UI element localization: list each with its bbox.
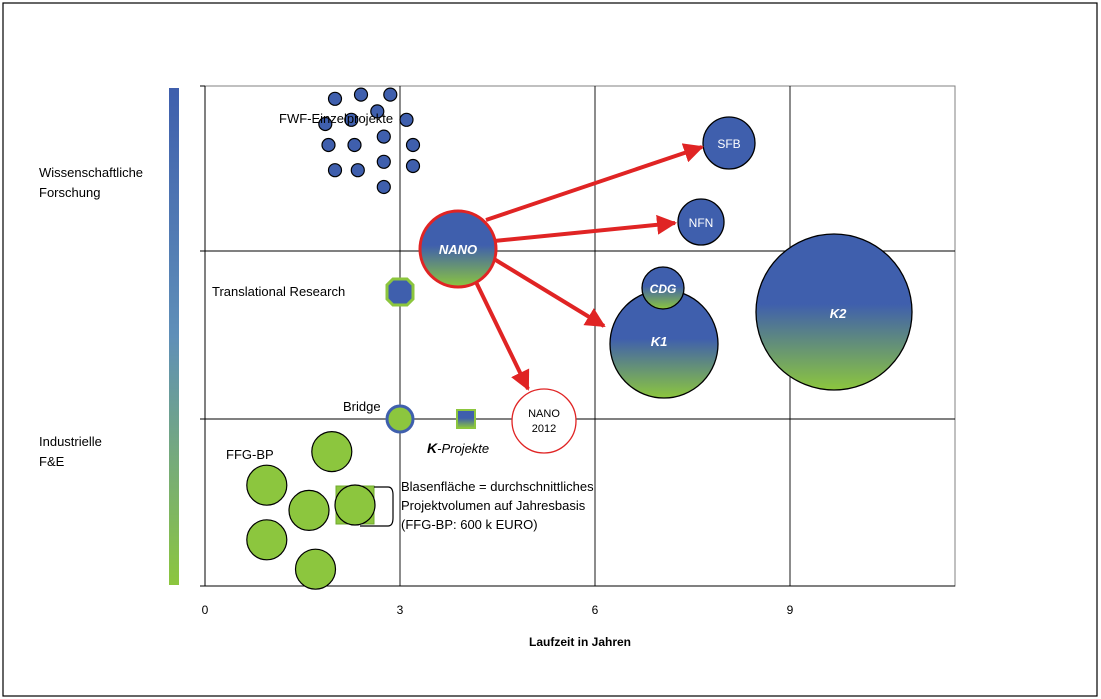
- fwf-bubble-9: [376, 129, 391, 144]
- fwf-bubble-0: [327, 91, 343, 106]
- arrow-nano-sfb: [485, 143, 704, 222]
- fwf-bubble-1: [353, 87, 369, 102]
- fwf-bubble-5: [370, 104, 385, 119]
- ffg-highlight-bubble: [334, 484, 376, 526]
- fwf-bubble-3: [318, 116, 333, 132]
- fwf-label: FWF-Einzelprojekte: [279, 111, 393, 126]
- nfn-label: NFN: [689, 216, 714, 230]
- translational-research-label: Translational Research: [212, 284, 345, 299]
- translational-research-bubble: [385, 277, 415, 307]
- ffg-bp-bubble-5: [294, 548, 337, 590]
- arrow-nano-nano2012: [474, 281, 530, 391]
- ffg-bp-group: FFG-BP: [226, 431, 353, 590]
- fwf-group: FWF-Einzelprojekte: [279, 87, 421, 195]
- ffg-bp-bubble-2: [288, 489, 330, 531]
- k-projekte-bubble: [456, 409, 476, 429]
- cdg-label: CDG: [650, 282, 677, 296]
- y-label-top-line2: Forschung: [39, 185, 100, 200]
- annotation-line-2: Projektvolumen auf Jahresbasis: [401, 498, 586, 513]
- y-label-bottom-line2: F&E: [39, 454, 65, 469]
- k-projekte-label-rest: -Projekte: [437, 441, 489, 456]
- annotation-line-1: Blasenfläche = durchschnittliches: [401, 479, 594, 494]
- ffg-bp-bubble-1: [246, 464, 288, 506]
- annotation-line-3: (FFG-BP: 600 k EURO): [401, 517, 538, 532]
- sfb-label: SFB: [717, 137, 740, 151]
- nfn-bubble: [677, 198, 725, 246]
- nano2012-label-line1: NANO: [528, 408, 560, 420]
- fwf-bubble-4: [344, 112, 359, 127]
- k2-group: K2: [755, 233, 913, 391]
- y-axis-gradient-bar: [169, 88, 179, 585]
- annotation-bracket: [360, 486, 394, 527]
- x-tick-label-9: 9: [787, 603, 794, 617]
- nano-group: NANO: [418, 209, 498, 289]
- ffg-bp-bubble-0: [311, 431, 353, 473]
- ffg-bp-label: FFG-BP: [226, 447, 274, 462]
- fwf-bubble-8: [347, 137, 362, 153]
- k2-label: K2: [830, 306, 847, 321]
- nano2012-group: NANO 2012: [511, 388, 577, 454]
- cdg-bubble: [641, 266, 685, 310]
- bridge-bubble: [385, 404, 415, 434]
- y-label-bottom-line1: Industrielle: [39, 434, 102, 449]
- fwf-bubble-13: [376, 154, 391, 169]
- y-label-top-line1: Wissenschaftliche: [39, 165, 143, 180]
- fwf-bubble-10: [405, 137, 421, 153]
- fwf-bubble-11: [327, 163, 343, 178]
- k-projekte-group: K-Projekte: [427, 409, 489, 456]
- bridge-label: Bridge: [343, 399, 381, 414]
- arrow-nano-k1: [492, 257, 606, 328]
- nano-label: NANO: [439, 242, 477, 257]
- nano2012-label-line2: 2012: [532, 423, 556, 435]
- arrows: [474, 143, 704, 391]
- k-projekte-label: K-Projekte: [427, 440, 489, 456]
- x-tick-label-6: 6: [592, 603, 599, 617]
- k1-label: K1: [651, 334, 668, 349]
- fwf-bubble-7: [321, 137, 336, 153]
- fwf-bubble-2: [383, 87, 398, 102]
- translational-research-group: Translational Research: [212, 277, 415, 307]
- k1-group: K1: [609, 289, 719, 399]
- cdg-group: CDG: [641, 266, 685, 310]
- sfb-bubble: [702, 116, 756, 170]
- nano-bubble: [418, 209, 498, 289]
- x-tick-label-0: 0: [202, 603, 209, 617]
- x-tick-label-3: 3: [397, 603, 404, 617]
- ffg-bp-bubble-4: [246, 519, 288, 561]
- bridge-group: Bridge: [343, 399, 415, 434]
- k-projekte-label-k: K: [427, 440, 438, 456]
- k2-bubble: [755, 233, 913, 391]
- fwf-bubble-6: [399, 112, 414, 127]
- fwf-bubble-14: [405, 158, 421, 174]
- fwf-bubble-15: [376, 179, 391, 195]
- arrow-nano-nfn: [493, 214, 677, 243]
- nano2012-bubble: [511, 388, 577, 454]
- sfb-group: SFB: [702, 116, 756, 170]
- fwf-bubble-12: [350, 163, 365, 178]
- x-axis-title: Laufzeit in Jahren: [529, 635, 631, 649]
- nfn-group: NFN: [677, 198, 725, 246]
